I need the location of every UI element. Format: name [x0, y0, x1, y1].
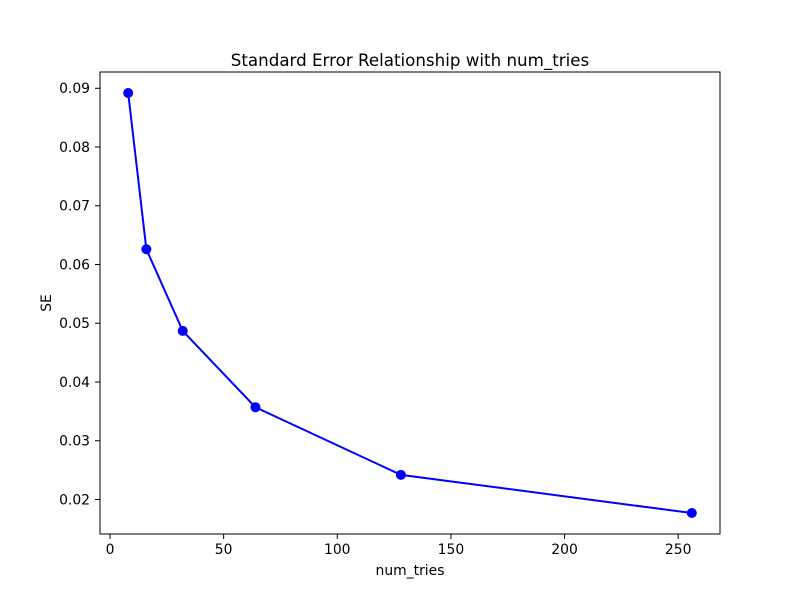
x-tick-label: 200	[551, 542, 578, 558]
y-tick-label: 0.09	[59, 81, 90, 97]
data-point	[686, 508, 697, 519]
x-axis-label: num_tries	[376, 563, 445, 579]
x-tick-label: 100	[324, 542, 351, 558]
y-tick-label: 0.03	[59, 434, 90, 450]
data-point	[395, 469, 406, 480]
plot-area	[99, 71, 721, 535]
y-tick-label: 0.06	[59, 257, 90, 273]
x-tick-label: 0	[106, 542, 115, 558]
data-point	[250, 402, 261, 413]
x-tick-label: 150	[438, 542, 465, 558]
y-tick-label: 0.08	[59, 140, 90, 156]
data-point	[123, 87, 134, 98]
y-axis-label: SE	[39, 294, 55, 312]
x-tick-label: 50	[215, 542, 233, 558]
y-tick-label: 0.07	[59, 199, 90, 215]
data-point	[177, 325, 188, 336]
x-tick-label: 250	[665, 542, 692, 558]
y-tick-label: 0.02	[59, 492, 90, 508]
y-tick-label: 0.04	[59, 375, 90, 391]
data-line	[127, 92, 692, 515]
data-point	[141, 244, 152, 255]
chart-title: Standard Error Relationship with num_tri…	[231, 50, 589, 71]
y-tick-label: 0.05	[59, 316, 90, 332]
